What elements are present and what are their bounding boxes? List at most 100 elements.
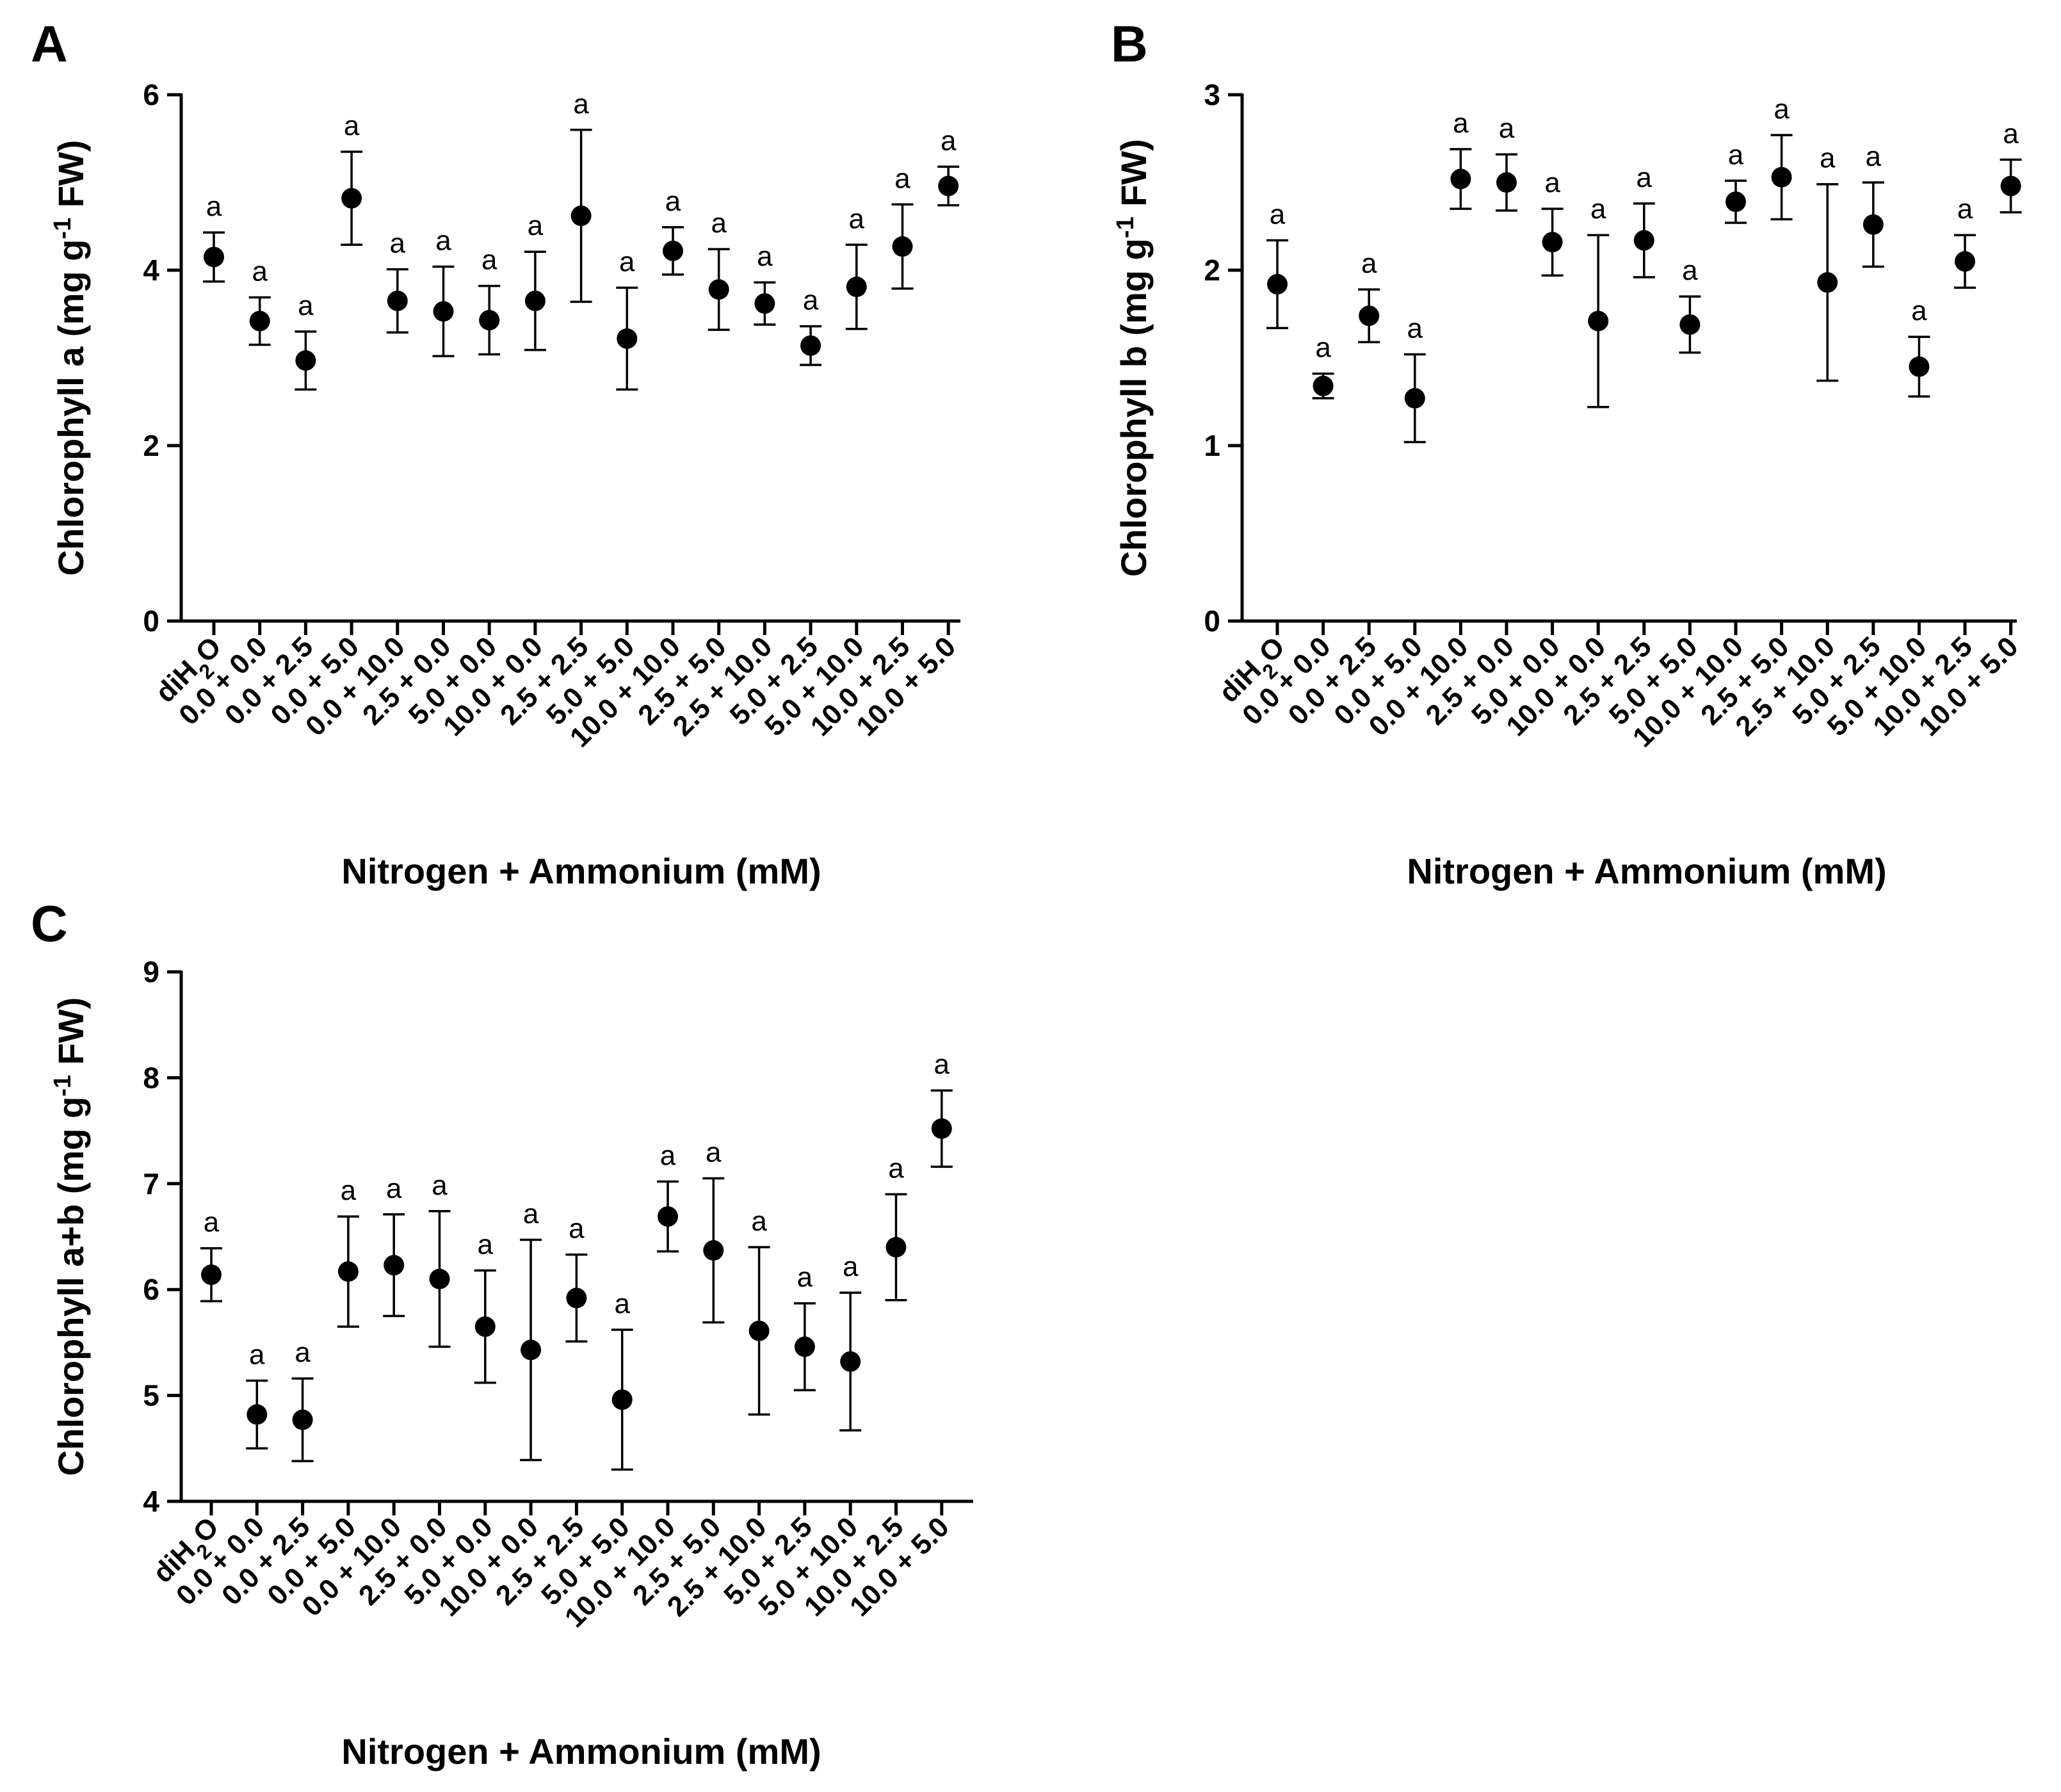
- panel-b-x-axis-title: Nitrogen + Ammonium (mM): [1407, 851, 1886, 891]
- panel-b-significance-letter-12: a: [1820, 143, 1836, 174]
- panel-a-data-point-2: [295, 350, 316, 371]
- panel-b-significance-letter-13: a: [1866, 141, 1882, 172]
- panel-c-data-point-12: [748, 1320, 770, 1341]
- panel-a-data-point-10: [663, 240, 683, 261]
- panel-b-significance-letter-4: a: [1453, 108, 1469, 139]
- panel-c-significance-letter-8: a: [569, 1213, 585, 1245]
- panel-a-data-point-12: [754, 293, 775, 314]
- panel-b-significance-letter-8: a: [1637, 162, 1653, 193]
- panel-b-significance-letter-2: a: [1361, 248, 1377, 279]
- panel-a-data-point-8: [570, 206, 592, 227]
- panel-b-significance-letter-7: a: [1590, 193, 1606, 225]
- panel-c-significance-letter-1: a: [249, 1339, 265, 1370]
- panel-c-y-axis-title: Chlorophyll a+b (mg g-1 FW): [49, 997, 91, 1476]
- panel-b-data-point-11: [1771, 166, 1792, 188]
- panel-c-data-point-14: [840, 1351, 861, 1372]
- panel-a-significance-letter-4: a: [390, 228, 406, 259]
- panel-c-significance-letter-12: a: [751, 1206, 767, 1237]
- panel-c-significance-letter-9: a: [614, 1288, 630, 1320]
- panel-a-significance-letter-2: a: [298, 290, 314, 321]
- panel-c-significance-letter-2: a: [295, 1337, 311, 1368]
- panel-a-significance-letter-15: a: [894, 163, 910, 194]
- panel-a-significance-letter-0: a: [206, 191, 222, 222]
- panel-a-data-point-14: [846, 277, 867, 298]
- panel-c-data-point-11: [703, 1240, 724, 1261]
- panel-c-data-point-5: [429, 1268, 450, 1289]
- panel-c-data-point-0: [201, 1264, 222, 1286]
- panel-c-data-point-3: [337, 1261, 359, 1282]
- panel-c-data-point-13: [794, 1336, 815, 1357]
- panel-a-significance-letter-6: a: [481, 245, 497, 276]
- panel-c-chlorophyll-ab: C 4 5 6 7 8 9 Chlorophyll a+b (mg g-1 FW) Nitrog…: [31, 895, 973, 1772]
- panel-a-significance-letter-14: a: [849, 203, 865, 234]
- panel-b-significance-letter-6: a: [1544, 167, 1560, 198]
- panel-a-significance-letter-16: a: [941, 125, 957, 156]
- panel-c-letter: C: [31, 895, 68, 952]
- panel-b-chlorophyll-b: B 0 1 2 3 Chlorophyll b (mg g-1 FW) Nitrogen +…: [1111, 15, 2025, 891]
- panel-b-significance-letter-10: a: [1728, 139, 1744, 170]
- panel-b-significance-letter-15: a: [1957, 193, 1973, 225]
- panel-a-data-point-9: [617, 328, 638, 349]
- panel-c-data-point-4: [384, 1255, 405, 1276]
- panel-c-y-tick-label-3: 7: [143, 1167, 159, 1200]
- panel-b-significance-letter-9: a: [1682, 255, 1698, 286]
- panel-a-significance-letter-11: a: [711, 207, 727, 239]
- panel-c-y-tick-label-1: 5: [143, 1379, 159, 1412]
- panel-c-data-point-9: [611, 1389, 633, 1410]
- panel-c-data-point-2: [292, 1409, 313, 1430]
- panel-c-y-tick-label-0: 4: [143, 1485, 159, 1518]
- panel-c-data-point-8: [566, 1287, 587, 1309]
- panel-c-x-axis-title: Nitrogen + Ammonium (mM): [341, 1731, 821, 1772]
- panel-b-data-point-0: [1267, 273, 1288, 295]
- panel-b-data-point-9: [1679, 314, 1701, 335]
- panel-b-significance-letter-14: a: [1911, 295, 1927, 327]
- panel-a-data-point-1: [249, 311, 270, 332]
- panel-c-significance-letter-13: a: [797, 1262, 813, 1293]
- panel-a-y-tick-label-3: 6: [143, 78, 159, 111]
- panel-a-data-point-13: [800, 335, 821, 356]
- panel-b-significance-letter-0: a: [1270, 198, 1286, 230]
- panel-c-significance-letter-7: a: [523, 1198, 539, 1229]
- panel-b-significance-letter-3: a: [1407, 313, 1423, 344]
- panel-a-letter: A: [31, 15, 68, 72]
- panel-a-y-tick-label-1: 2: [143, 429, 159, 462]
- panel-b-data-point-13: [1863, 214, 1884, 235]
- panel-c-significance-letter-14: a: [843, 1251, 859, 1282]
- panel-a-y-tick-label-0: 0: [143, 604, 159, 638]
- panel-b-data-point-6: [1542, 232, 1563, 253]
- panel-c-data-point-10: [658, 1206, 678, 1227]
- panel-a-significance-letter-1: a: [252, 255, 268, 287]
- panel-a-data-point-4: [387, 290, 408, 311]
- panel-a-data-point-6: [479, 310, 500, 331]
- panel-b-data-point-1: [1313, 375, 1334, 396]
- panel-a-x-axis-title: Nitrogen + Ammonium (mM): [341, 851, 821, 891]
- panel-b-data-point-14: [1909, 356, 1930, 377]
- panel-a-significance-letter-3: a: [344, 110, 360, 141]
- panel-a-data-point-0: [204, 246, 224, 268]
- panel-c-data-point-16: [931, 1118, 952, 1139]
- panel-c-data-point-15: [885, 1237, 907, 1258]
- panel-b-significance-letter-5: a: [1499, 113, 1515, 144]
- panel-b-significance-letter-1: a: [1315, 332, 1331, 364]
- panel-a-data-point-3: [341, 188, 362, 209]
- panel-a-chlorophyll-a: A 0 2 4 6 Chlorophyll a (mg g-1 FW) Nitrogen +…: [31, 15, 962, 891]
- panel-c-significance-letter-6: a: [478, 1229, 494, 1260]
- panel-c-y-tick-label-5: 9: [143, 955, 159, 989]
- panel-b-y-tick-label-1: 1: [1204, 429, 1220, 462]
- panel-a-y-tick-label-2: 4: [143, 254, 159, 287]
- panel-b-significance-letter-11: a: [1774, 93, 1790, 125]
- panel-c-significance-letter-3: a: [341, 1175, 357, 1206]
- panel-b-data-point-10: [1726, 191, 1746, 213]
- panel-b-data-point-3: [1404, 388, 1425, 409]
- panel-b-data-point-8: [1633, 230, 1654, 251]
- panel-b-data-point-2: [1359, 305, 1380, 327]
- panel-b-data-point-7: [1588, 311, 1609, 332]
- panel-b-y-axis-title: Chlorophyll b (mg g-1 FW): [1112, 139, 1154, 577]
- panel-c-significance-letter-15: a: [888, 1152, 904, 1184]
- panel-c-significance-letter-4: a: [386, 1173, 402, 1204]
- panel-c-significance-letter-5: a: [432, 1170, 448, 1201]
- panel-b-y-tick-label-2: 2: [1204, 254, 1220, 287]
- panel-a-y-axis-title: Chlorophyll a (mg g-1 FW): [49, 140, 91, 576]
- panel-a-data-point-5: [433, 301, 454, 322]
- panel-a-significance-letter-13: a: [803, 285, 819, 316]
